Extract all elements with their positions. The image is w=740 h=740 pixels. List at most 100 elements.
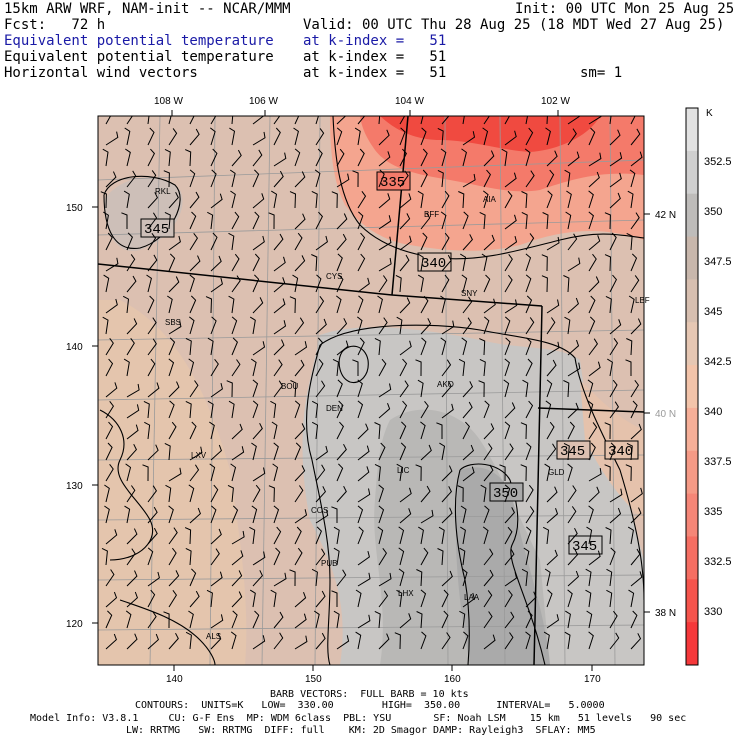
wind-barb (311, 254, 318, 272)
wind-barb (626, 232, 633, 251)
wind-barb (462, 592, 475, 608)
wind-barb (607, 358, 613, 377)
wind-barb (147, 192, 158, 209)
wind-barb (483, 634, 496, 650)
wind-barb (355, 589, 362, 608)
contour-label-group: 335 345 340 345 350 340 345 (140, 171, 639, 555)
wind-barb (604, 464, 611, 482)
wind-barb (168, 337, 176, 356)
wind-barb (105, 633, 117, 650)
wind-barb (604, 212, 611, 230)
wind-barb (441, 632, 451, 650)
wind-barb (126, 485, 136, 503)
wind-barb (630, 507, 642, 524)
colorbar-label: 335 (704, 506, 722, 518)
wind-barb (587, 379, 594, 398)
wind-barb (399, 400, 408, 419)
wind-barb (357, 550, 370, 566)
wind-barb (630, 610, 638, 629)
wind-barb (609, 547, 616, 566)
grid-x-label: 170 (584, 674, 601, 685)
station-label: BOU (281, 382, 299, 391)
wind-barb (546, 589, 553, 608)
wind-barb (189, 568, 197, 587)
wind-barb (565, 211, 572, 230)
wind-barb (226, 380, 233, 398)
wind-barb (252, 131, 266, 146)
wind-barb (147, 212, 158, 230)
wind-barb (147, 571, 160, 587)
wind-barb (585, 589, 592, 608)
smoothing-label: sm= 1 (580, 65, 623, 81)
colorbar-label: 345 (704, 306, 722, 318)
wind-barb (229, 169, 236, 188)
colorbar-swatch (686, 493, 698, 537)
map-frame (97, 115, 645, 666)
wind-barb (126, 116, 133, 125)
wind-barb (417, 379, 424, 398)
wind-barb (630, 400, 638, 419)
wind-barb (609, 192, 621, 209)
wind-barb (315, 358, 324, 377)
wind-barb (525, 484, 534, 503)
wind-barb (605, 295, 612, 314)
wind-barb (564, 169, 571, 188)
wind-barb (252, 253, 260, 272)
wind-barb (336, 253, 343, 272)
wind-barb (630, 380, 640, 398)
wind-barb (168, 400, 175, 419)
wind-barb (588, 190, 594, 209)
wind-barb (126, 232, 133, 251)
grid-x-label: 140 (166, 674, 183, 685)
wind-barb (126, 548, 136, 566)
wind-barb (625, 359, 632, 376)
wind-barb (420, 318, 432, 335)
wind-barb (357, 211, 364, 230)
wind-barb (231, 423, 243, 440)
wind-barb (294, 423, 306, 440)
wind-barb (357, 572, 371, 587)
wind-barb (630, 633, 642, 650)
wind-barb (525, 127, 534, 146)
wind-barb (378, 116, 381, 125)
wind-barb (122, 295, 130, 314)
wind-barb (250, 358, 257, 377)
wind-barb (147, 295, 155, 314)
wind-barb (333, 526, 340, 545)
wind-barb (273, 526, 282, 545)
wind-barb (478, 380, 485, 398)
wind-barb (289, 191, 297, 209)
wind-barb (147, 444, 159, 461)
wind-barb (251, 505, 258, 524)
wind-barb (147, 233, 157, 251)
wind-barb (567, 421, 575, 440)
station-label: PUB (321, 559, 337, 568)
wind-barb (270, 400, 277, 419)
wind-barb (588, 486, 600, 503)
wind-barb (501, 148, 508, 167)
wind-barb (143, 400, 150, 419)
wind-barb (541, 275, 548, 293)
wind-barb (483, 400, 490, 419)
wind-barb (417, 274, 424, 293)
wind-barb (609, 610, 618, 629)
wind-barb (609, 401, 620, 419)
wind-barb (126, 254, 136, 272)
wind-barb (273, 505, 280, 524)
wind-barb (336, 400, 344, 419)
wind-barb (252, 149, 263, 167)
wind-barb (458, 191, 465, 209)
wind-barb (147, 148, 156, 167)
wind-barb (437, 127, 444, 146)
wind-barb (504, 337, 511, 356)
wind-barb (609, 274, 617, 293)
colorbar-labels: 352.5 350 347.5 345 342.5 340 337.5 335 … (704, 156, 732, 618)
wind-barb (168, 320, 182, 335)
wind-barb (481, 253, 488, 272)
wind-barb (524, 148, 531, 167)
wind-barb (504, 316, 511, 335)
wind-barb (294, 592, 307, 608)
wind-barb (546, 359, 557, 377)
wind-barb (147, 611, 157, 629)
wind-barb (231, 505, 239, 524)
